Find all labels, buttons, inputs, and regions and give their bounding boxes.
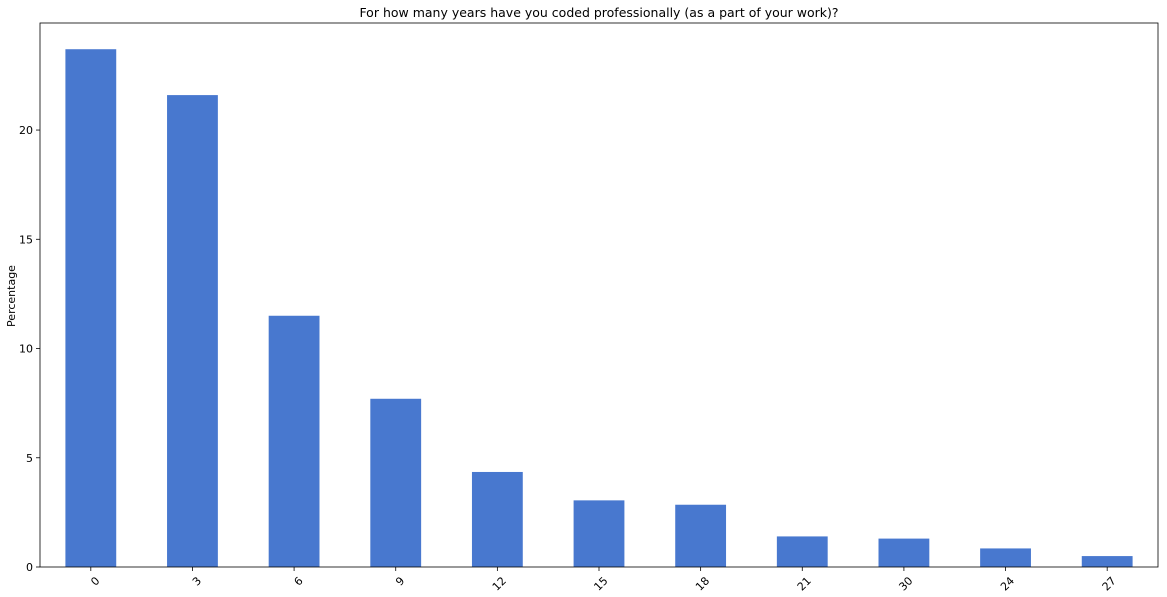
plot-frame [39,22,1159,568]
x-tick-label: 15 [591,574,610,593]
bar-12 [471,471,523,567]
chart-title: For how many years have you coded profes… [359,5,838,20]
x-tick-label: 6 [292,574,306,588]
bar-0 [65,49,117,568]
y-tick-label: 0 [26,561,33,574]
bar-24 [980,548,1031,567]
bar-27 [1081,556,1133,567]
x-tick-label: 30 [896,574,915,593]
x-tick-label: 9 [393,574,407,588]
x-tick-label: 12 [490,574,509,593]
bar-15 [573,500,625,567]
y-axis-label: Percentage [5,265,18,327]
x-tick-label: 24 [998,574,1017,593]
y-tick-label: 15 [19,233,33,246]
bar-18 [675,504,727,567]
x-axis-ticks: 0 3 6 9 12 15 18 21 30 24 27 [88,567,1119,593]
x-tick-label: 0 [88,574,102,588]
x-tick-label: 3 [190,574,204,588]
y-tick-label: 20 [19,124,33,137]
x-tick-label: 21 [795,574,814,593]
y-tick-label: 10 [19,343,33,356]
x-tick-label: 18 [693,574,712,593]
bar-6 [268,315,320,567]
bar-30 [878,538,930,567]
x-tick-label: 27 [1100,574,1119,593]
bars-group [65,49,1133,568]
bar-21 [776,536,828,567]
bar-3 [167,95,218,568]
y-axis-ticks: 0 5 10 15 20 [19,124,40,574]
bar-9 [370,398,422,567]
y-tick-label: 5 [26,452,33,465]
